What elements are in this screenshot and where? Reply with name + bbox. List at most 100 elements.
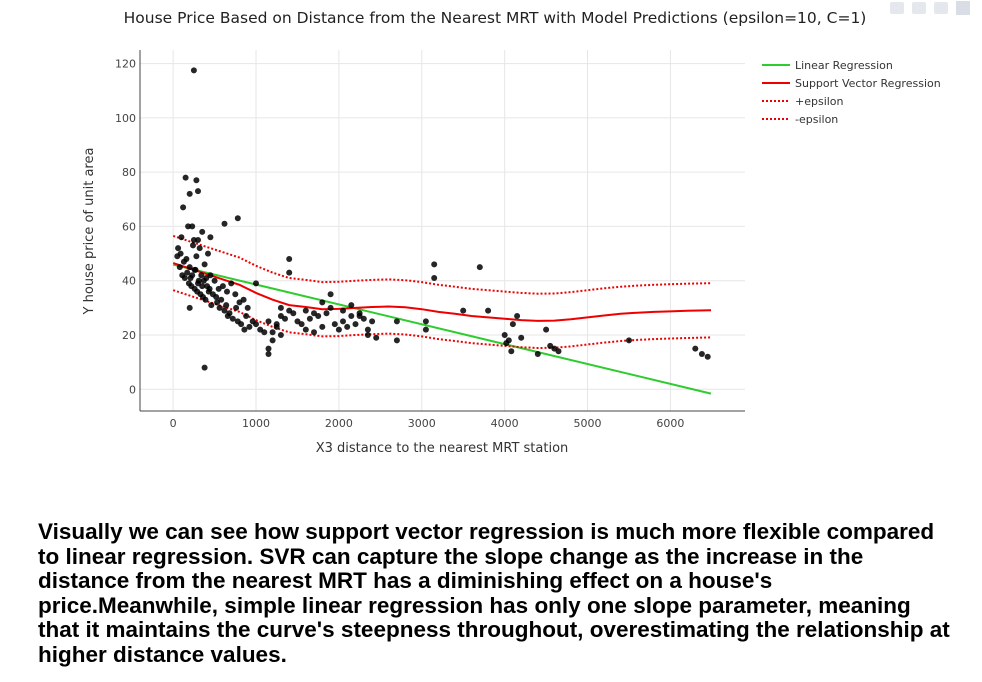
data-point — [206, 285, 213, 292]
data-point — [199, 228, 206, 235]
legend[interactable]: Linear Regression Support Vector Regressi… — [762, 59, 941, 126]
data-point — [201, 261, 208, 268]
data-point — [223, 302, 230, 309]
data-point — [233, 304, 240, 311]
data-point — [509, 321, 516, 328]
data-point — [335, 326, 342, 333]
data-point — [195, 188, 201, 195]
data-point — [208, 302, 215, 309]
data-point — [178, 234, 185, 241]
data-point — [205, 250, 211, 257]
data-point — [232, 291, 239, 298]
data-point — [243, 313, 250, 319]
x-tick-label: 3000 — [408, 417, 436, 430]
data-point — [190, 237, 197, 243]
legend-label: Linear Regression — [795, 59, 893, 72]
data-point — [269, 337, 276, 344]
data-point — [200, 277, 207, 284]
data-point — [393, 318, 400, 325]
data-point — [277, 332, 284, 338]
data-point — [331, 321, 338, 328]
legend-item[interactable]: -epsilon — [762, 113, 838, 126]
data-point — [369, 318, 376, 325]
plot-lines — [172, 234, 712, 395]
chart: House Price Based on Distance from the N… — [82, 9, 941, 456]
data-point — [273, 321, 280, 328]
data-point — [265, 345, 272, 352]
data-point — [182, 174, 189, 181]
legend-item[interactable]: Linear Regression — [762, 59, 893, 72]
data-point — [207, 272, 214, 279]
data-point — [184, 269, 191, 276]
data-point — [286, 256, 293, 262]
data-point — [180, 258, 187, 265]
data-point — [244, 304, 251, 311]
x-tick-label: 4000 — [491, 417, 519, 430]
plotly-logo-icon[interactable] — [956, 1, 970, 15]
legend-item[interactable]: Support Vector Regression — [762, 77, 941, 90]
chart-modebar[interactable] — [890, 0, 970, 16]
data-point — [201, 364, 208, 371]
data-point — [176, 264, 183, 271]
x-tick-label: 1000 — [242, 417, 270, 430]
data-point — [344, 323, 351, 330]
explanation-paragraph: Visually we can see how support vector r… — [38, 519, 950, 667]
data-point — [323, 310, 330, 317]
y-tick-label: 0 — [129, 383, 136, 396]
plot-points — [174, 67, 711, 371]
y-tick-label: 80 — [122, 166, 136, 179]
data-point — [265, 351, 272, 357]
data-point — [704, 353, 711, 360]
autoscale-icon[interactable] — [934, 2, 948, 14]
data-point — [282, 315, 288, 322]
data-point — [193, 177, 200, 184]
data-point — [692, 345, 699, 352]
x-tick-label: 5000 — [574, 417, 602, 430]
series-line--epsilon — [172, 289, 712, 350]
data-point — [555, 348, 562, 355]
data-point — [364, 326, 371, 333]
data-point — [181, 275, 188, 281]
data-point — [229, 315, 236, 322]
chart-title: House Price Based on Distance from the N… — [124, 9, 867, 27]
data-point — [277, 304, 284, 311]
data-point — [224, 288, 230, 295]
y-tick-label: 40 — [122, 275, 136, 288]
data-point — [189, 223, 196, 230]
y-axis-label: Y house price of unit area — [82, 148, 97, 316]
data-point — [202, 296, 209, 303]
data-point — [240, 296, 247, 303]
data-point — [195, 237, 201, 243]
data-point — [246, 323, 253, 330]
y-tick-label: 120 — [115, 58, 136, 71]
data-point — [393, 337, 400, 344]
data-point — [422, 318, 429, 325]
legend-label: -epsilon — [795, 113, 838, 126]
x-tick-label: 6000 — [656, 417, 684, 430]
data-point — [352, 321, 359, 328]
data-point — [340, 318, 346, 325]
data-point — [211, 277, 218, 284]
data-point — [196, 245, 203, 252]
series-line-linear-regression — [172, 263, 712, 395]
data-point — [207, 234, 214, 241]
y-tick-label: 20 — [122, 329, 136, 342]
data-point — [180, 204, 187, 211]
data-point — [327, 291, 334, 298]
x-tick-label: 0 — [170, 417, 177, 430]
data-point — [356, 313, 363, 319]
data-point — [422, 326, 429, 333]
data-point — [174, 253, 181, 260]
data-point — [348, 302, 355, 309]
data-point — [476, 264, 483, 271]
legend-item[interactable]: +epsilon — [762, 95, 844, 108]
data-point — [319, 299, 326, 306]
pan-icon[interactable] — [912, 2, 926, 14]
data-point — [306, 315, 313, 322]
data-point — [190, 67, 197, 74]
data-point — [485, 307, 492, 314]
y-tick-label: 100 — [115, 112, 136, 125]
data-point — [185, 223, 192, 230]
data-point — [187, 275, 194, 281]
zoom-icon[interactable] — [890, 2, 904, 14]
